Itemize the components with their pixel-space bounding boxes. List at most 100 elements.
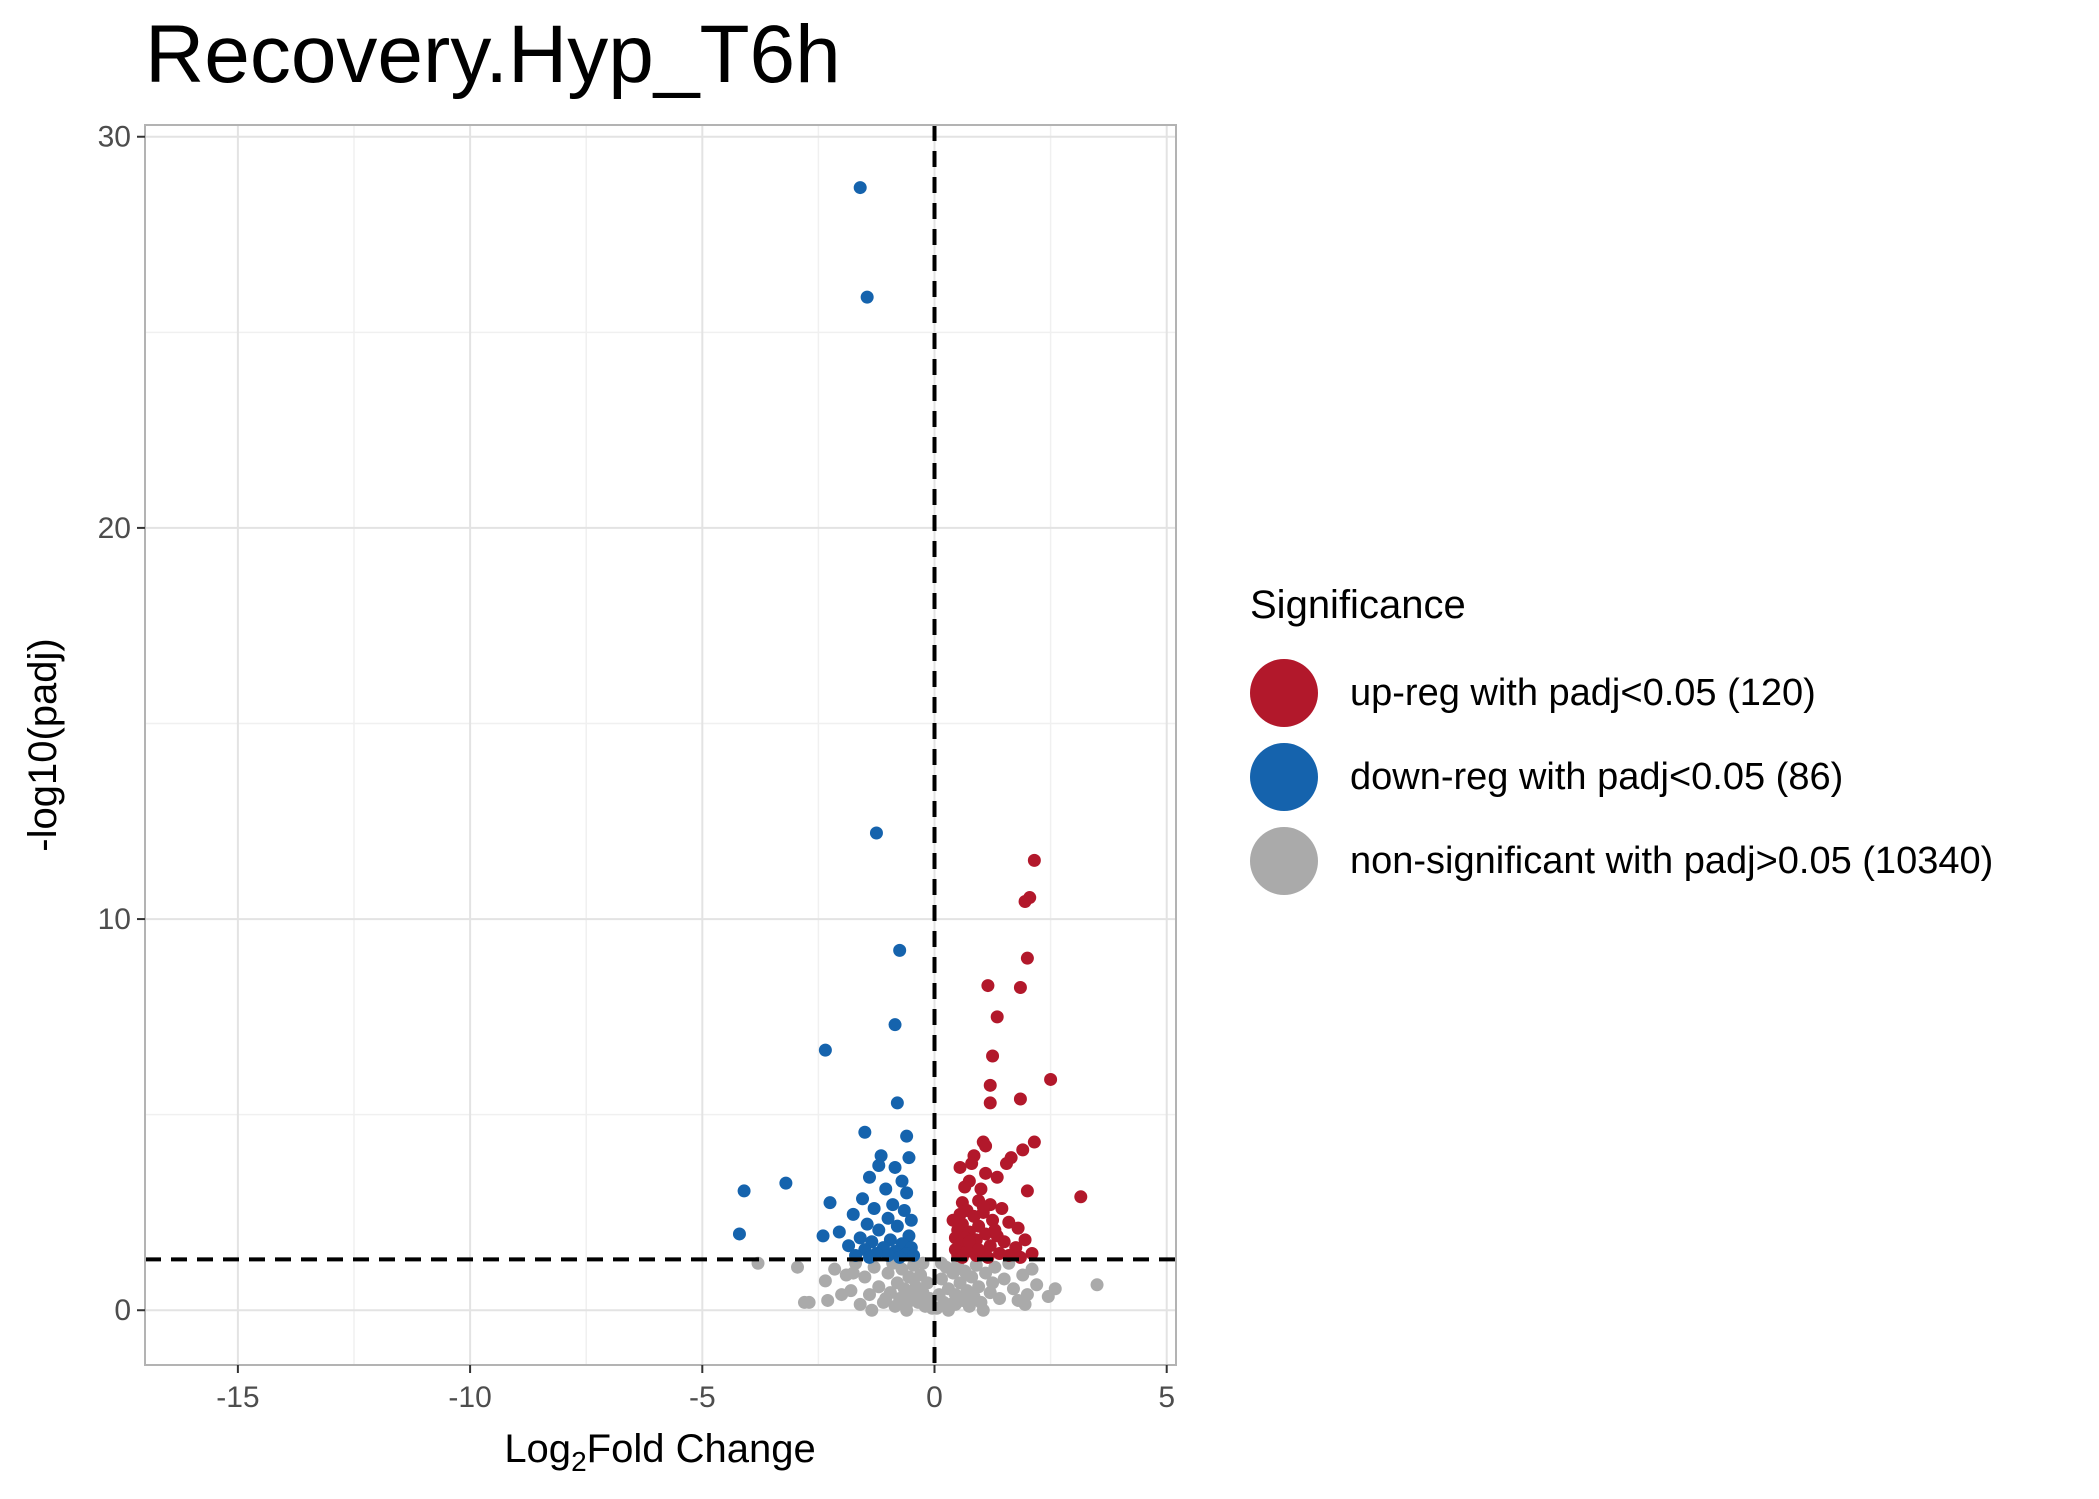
down-reg-point — [862, 1170, 876, 1184]
up-reg-point — [965, 1157, 979, 1171]
x-axis-title: Log2Fold Change — [504, 1427, 815, 1477]
up-reg-point — [967, 1209, 981, 1223]
down-reg-point — [853, 181, 867, 195]
up-reg-point — [1018, 1233, 1032, 1247]
non-significant-point — [881, 1266, 895, 1280]
non-significant-point — [997, 1272, 1011, 1286]
non-significant-point — [1016, 1268, 1030, 1282]
non-significant-point — [872, 1280, 886, 1294]
down-reg-point — [900, 1129, 914, 1143]
down-reg-point — [874, 1149, 888, 1163]
up-reg-point — [1074, 1190, 1088, 1204]
non-significant-point — [791, 1260, 805, 1274]
y-axis-title: -log10(padj) — [21, 638, 65, 851]
non-significant-point — [921, 1276, 935, 1290]
up-reg-point — [983, 1078, 997, 1092]
down-reg-point — [779, 1176, 793, 1190]
down-reg-point — [860, 1217, 874, 1231]
x-axis-title-rest: Fold Change — [587, 1427, 816, 1471]
non-significant-point — [1030, 1278, 1044, 1292]
up-reg-point — [1016, 1143, 1030, 1157]
down-reg-point — [846, 1207, 860, 1221]
non-significant-point — [907, 1272, 921, 1286]
grid-lines — [145, 125, 1176, 1365]
non-significant-point — [988, 1260, 1002, 1274]
down-reg-point — [732, 1227, 746, 1241]
down-reg-point — [862, 1250, 876, 1264]
non-significant-point — [948, 1297, 962, 1311]
down-reg-point — [858, 1125, 872, 1139]
legend-item-up-reg: up-reg with padj<0.05 (120) — [1250, 651, 1993, 735]
non-significant-point — [960, 1268, 974, 1282]
down-reg-point — [890, 1096, 904, 1110]
non-significant-point — [1090, 1278, 1104, 1292]
x-tick-label: -10 — [448, 1381, 491, 1414]
up-reg-point — [946, 1213, 960, 1227]
legend: Significance up-reg with padj<0.05 (120)… — [1250, 585, 1993, 903]
non-significant-point — [802, 1295, 816, 1309]
up-reg-point — [997, 1235, 1011, 1249]
down-reg-point — [860, 290, 874, 304]
y-tick-label: 30 — [98, 121, 131, 154]
non-significant-point — [858, 1270, 872, 1284]
up-reg-point — [1020, 1184, 1034, 1198]
up-reg-point — [983, 1096, 997, 1110]
legend-swatch-up-reg — [1250, 659, 1318, 727]
down-reg-point — [867, 1202, 881, 1216]
non-significant-point — [828, 1262, 842, 1276]
non-significant-point — [1018, 1297, 1032, 1311]
up-reg-point — [1044, 1072, 1058, 1086]
up-reg-point — [995, 1202, 1009, 1216]
non-significant-point — [862, 1288, 876, 1302]
up-reg-point — [974, 1182, 988, 1196]
down-reg-point — [888, 1018, 902, 1032]
up-reg-point — [983, 1239, 997, 1253]
up-reg-point — [1013, 981, 1027, 995]
non-significant-point — [946, 1266, 960, 1280]
down-reg-point — [856, 1192, 870, 1206]
legend-title: Significance — [1250, 583, 1466, 627]
non-significant-point — [972, 1280, 986, 1294]
x-axis-ticks: -15 -10 -5 0 5 — [216, 1365, 1175, 1414]
non-significant-point — [993, 1292, 1007, 1306]
down-reg-point — [900, 1186, 914, 1200]
non-significant-point — [900, 1303, 914, 1317]
y-tick-label: 10 — [98, 903, 131, 936]
down-reg-point — [897, 1203, 911, 1217]
up-reg-point — [990, 1170, 1004, 1184]
non-significant-point — [844, 1284, 858, 1298]
down-reg-point — [904, 1213, 918, 1227]
down-reg-point — [890, 1219, 904, 1233]
down-reg-point — [869, 826, 883, 840]
up-reg-point — [979, 1166, 993, 1180]
non-significant-point — [821, 1293, 835, 1307]
non-significant-point — [969, 1258, 983, 1272]
non-significant-point — [867, 1260, 881, 1274]
up-reg-point — [986, 1213, 1000, 1227]
legend-item-non-significant: non-significant with padj>0.05 (10340) — [1250, 819, 1993, 903]
up-reg-point — [958, 1180, 972, 1194]
down-reg-point — [853, 1231, 867, 1245]
down-reg-point — [832, 1225, 846, 1239]
down-reg-point — [879, 1182, 893, 1196]
up-reg-point — [1027, 853, 1041, 867]
up-reg-point — [1002, 1215, 1016, 1229]
down-reg-point — [872, 1223, 886, 1237]
x-tick-label: 5 — [1158, 1381, 1175, 1414]
down-reg-point — [823, 1196, 837, 1210]
non-significant-point — [1006, 1282, 1020, 1296]
up-reg-point — [953, 1160, 967, 1174]
up-reg-point — [1018, 894, 1032, 908]
non-significant-point — [865, 1303, 879, 1317]
plot-border — [144, 124, 1177, 1366]
up-reg-point — [981, 979, 995, 993]
legend-label-down-reg: down-reg with padj<0.05 (86) — [1350, 755, 1844, 798]
non-significant-point — [879, 1292, 893, 1306]
non-significant-point — [986, 1276, 1000, 1290]
x-tick-label: -15 — [216, 1381, 259, 1414]
down-reg-point — [818, 1043, 832, 1057]
down-reg-point — [888, 1160, 902, 1174]
up-reg-point — [1025, 1247, 1039, 1261]
data-points — [732, 181, 1104, 1317]
